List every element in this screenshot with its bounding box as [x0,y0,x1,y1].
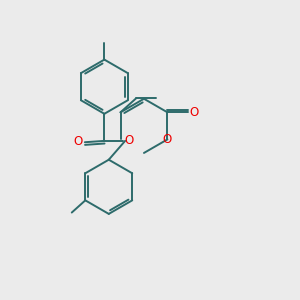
Text: O: O [163,133,172,146]
Text: O: O [190,106,199,119]
Text: O: O [124,134,134,147]
Text: O: O [74,135,83,148]
